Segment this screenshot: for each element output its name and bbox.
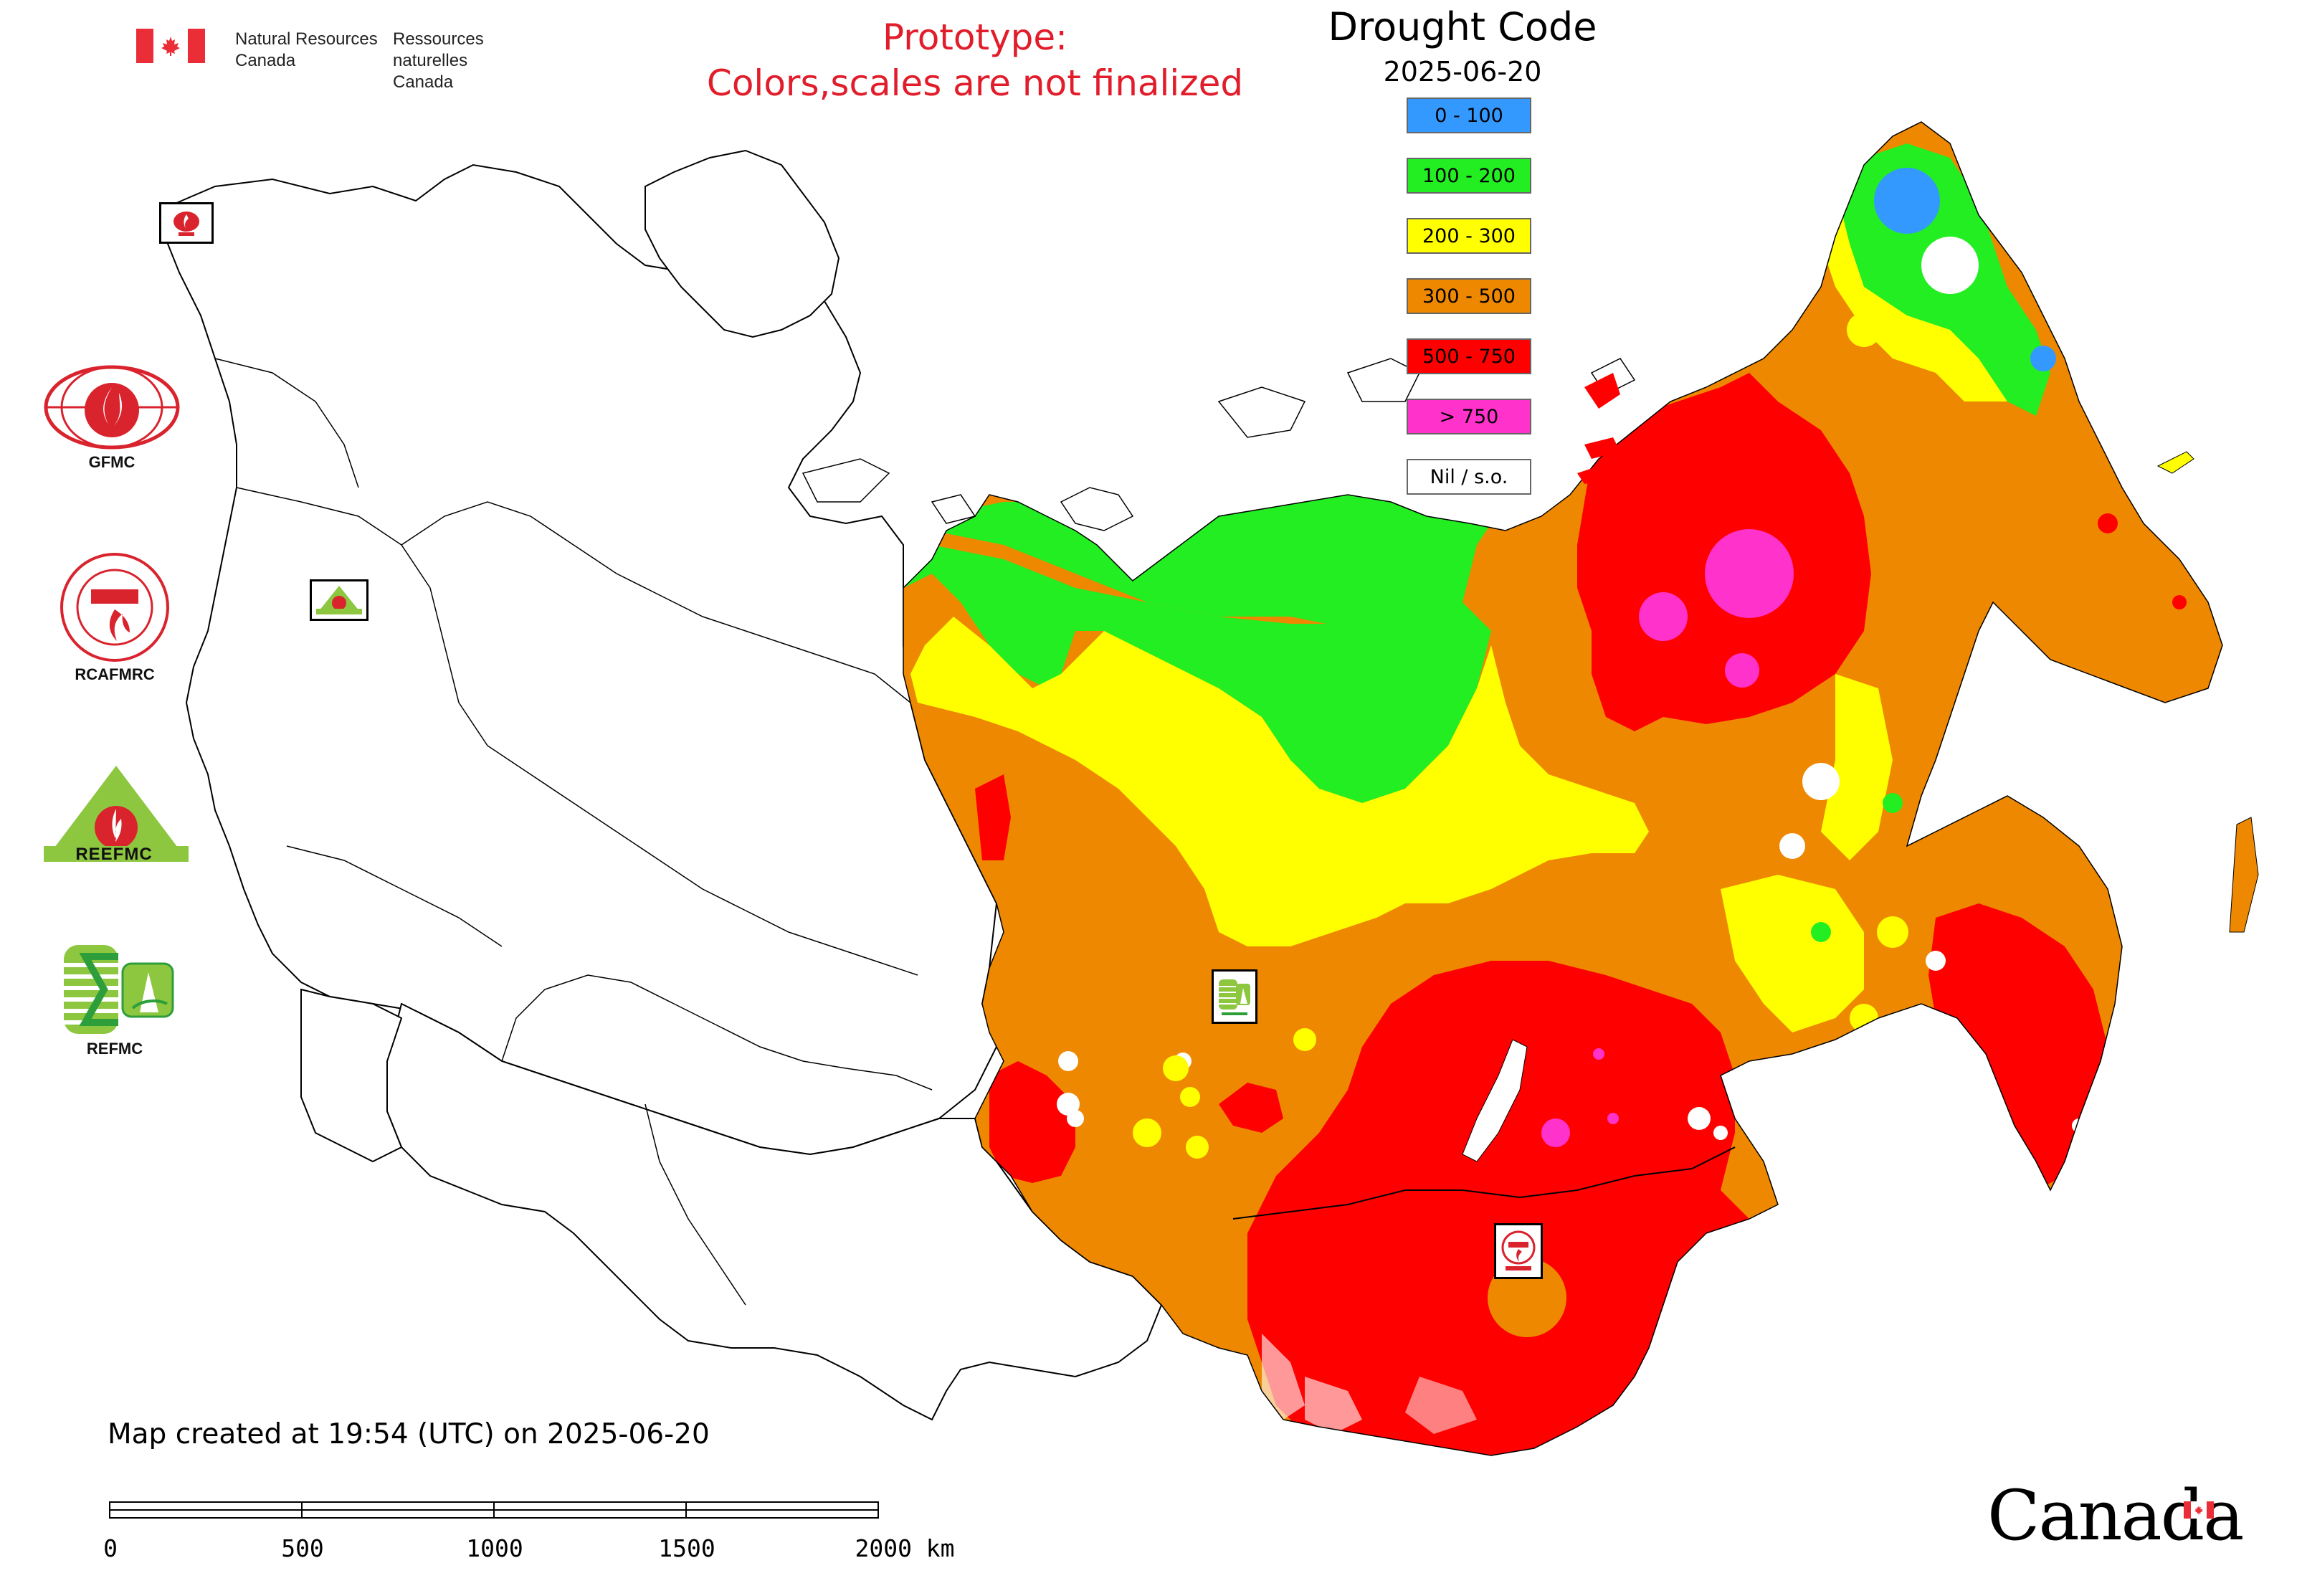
rcafmrc-marker-icon [1501, 1230, 1536, 1270]
scale-tick-2000: 2000 km [855, 1534, 955, 1562]
wordmark-flag-icon [2184, 1501, 2214, 1519]
agency-name-fr: Ressources naturelles Canada [393, 29, 484, 92]
scale-bar [109, 1501, 879, 1520]
legend-item-over-750: > 750 [1407, 399, 1531, 434]
map-created-timestamp: Map created at 19:54 (UTC) on 2025-06-20 [108, 1418, 710, 1450]
refmc-logo: REFMC [50, 944, 179, 1058]
canada-flag-icon [136, 29, 205, 63]
legend-date: 2025-06-20 [1383, 56, 1542, 87]
refmc-marker-icon [1219, 979, 1250, 1015]
gfmc-logo-icon [44, 365, 180, 450]
reefmc-logo-icon [44, 766, 189, 862]
prototype-notice: Prototype: Colors,scales are not finaliz… [645, 14, 1305, 106]
agency-name-en: Natural Resources Canada [235, 29, 378, 70]
scale-tick-500: 500 [281, 1534, 324, 1562]
legend-title: Drought Code [1328, 4, 1597, 49]
scale-tick-1000: 1000 [466, 1534, 523, 1562]
gfmc-label: GFMC [88, 453, 135, 471]
rcafmrc-label: RCAFMRC [75, 665, 155, 683]
gfmc-marker-icon [173, 212, 199, 236]
legend-item-100-200: 100 - 200 [1407, 158, 1531, 194]
gfmc-logo: GFMC [40, 364, 184, 472]
rcafmrc-map-marker[interactable] [1494, 1223, 1543, 1279]
legend-item-500-750: 500 - 750 [1407, 338, 1531, 374]
refmc-logo-icon [64, 945, 174, 1034]
refmc-map-marker[interactable] [1212, 969, 1257, 1024]
legend-item-0-100: 0 - 100 [1407, 98, 1531, 133]
legend-item-200-300: 200 - 300 [1407, 218, 1531, 254]
rcafmrc-logo-icon [60, 553, 169, 662]
prototype-line-2: Colors,scales are not finalized [706, 62, 1244, 104]
reefmc-wordmark: REEFMC [75, 845, 153, 864]
prototype-line-1: Prototype: [882, 16, 1068, 58]
scale-tick-0: 0 [103, 1534, 118, 1562]
rcafmrc-logo: RCAFMRC [50, 552, 179, 684]
reefmc-marker-icon [316, 586, 362, 614]
region-boundaries [214, 358, 933, 1306]
legend-item-300-500: 300 - 500 [1407, 278, 1531, 314]
neighbour-outlines [164, 149, 1163, 1421]
reefmc-map-marker[interactable] [310, 579, 368, 621]
scale-tick-1500: 1500 [658, 1534, 715, 1562]
legend: 0 - 100 100 - 200 200 - 300 300 - 500 50… [1407, 98, 1536, 519]
government-signature: Natural Resources Canada Ressources natu… [136, 29, 551, 93]
refmc-label: REFMC [86, 1040, 143, 1058]
gfmc-map-marker[interactable] [159, 202, 214, 244]
reefmc-logo: REEFMC [37, 761, 195, 872]
legend-item-nil: Nil / s.o. [1407, 459, 1531, 495]
